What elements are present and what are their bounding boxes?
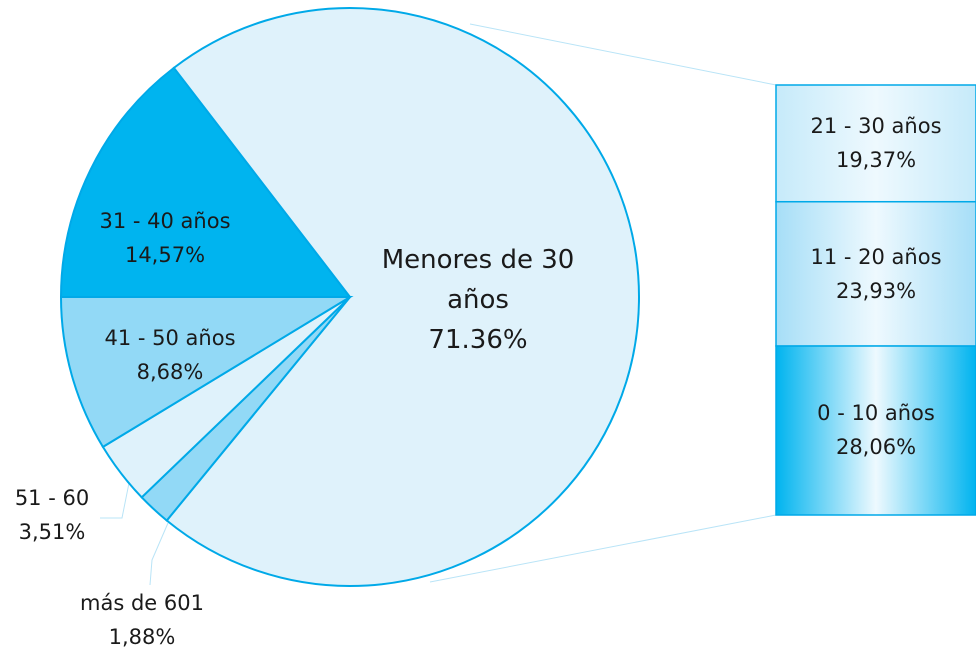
category-label: 41 - 50 años xyxy=(104,326,236,350)
category-label: Menores de 30 años xyxy=(381,245,575,315)
value-label: 71.36% xyxy=(428,325,528,355)
slice-label: más de 601 1,88% xyxy=(80,586,204,654)
category-label: 11 - 20 años xyxy=(810,244,942,269)
bar-label: 0 - 10 años 28,06% xyxy=(817,396,935,464)
category-label: 31 - 40 años xyxy=(99,209,231,233)
category-label: 51 - 60 xyxy=(14,486,90,510)
value-label: 23,93% xyxy=(835,278,917,303)
slice-label: 51 - 60 3,51% xyxy=(15,481,89,549)
value-label: 19,37% xyxy=(835,148,917,173)
connector-line xyxy=(429,514,777,583)
category-label: 21 - 30 años xyxy=(810,114,942,139)
category-label: más de 601 xyxy=(80,591,204,615)
bar-segment xyxy=(775,84,976,203)
leader-line xyxy=(149,522,169,586)
bar-label: 11 - 20 años 23,93% xyxy=(810,240,941,308)
category-label: 0 - 10 años xyxy=(817,401,935,426)
slice-label: 31 - 40 años 14,57% xyxy=(99,204,230,272)
value-label: 3,51% xyxy=(18,520,86,544)
pie-slice xyxy=(165,7,640,587)
value-label: 14,57% xyxy=(124,243,206,267)
connector-line xyxy=(469,23,777,86)
bar-segment xyxy=(775,345,976,516)
value-label: 28,06% xyxy=(835,435,917,460)
slice-label: 41 - 50 años 8,68% xyxy=(104,321,235,389)
pie-slice xyxy=(59,296,354,449)
value-label: 8,68% xyxy=(136,360,204,384)
bar-label: 21 - 30 años 19,37% xyxy=(810,109,941,177)
pie-slice xyxy=(59,66,353,298)
leader-line xyxy=(100,477,131,519)
value-label: 1,88% xyxy=(108,625,176,649)
slice-label: Menores de 30 años 71.36% xyxy=(363,240,593,360)
